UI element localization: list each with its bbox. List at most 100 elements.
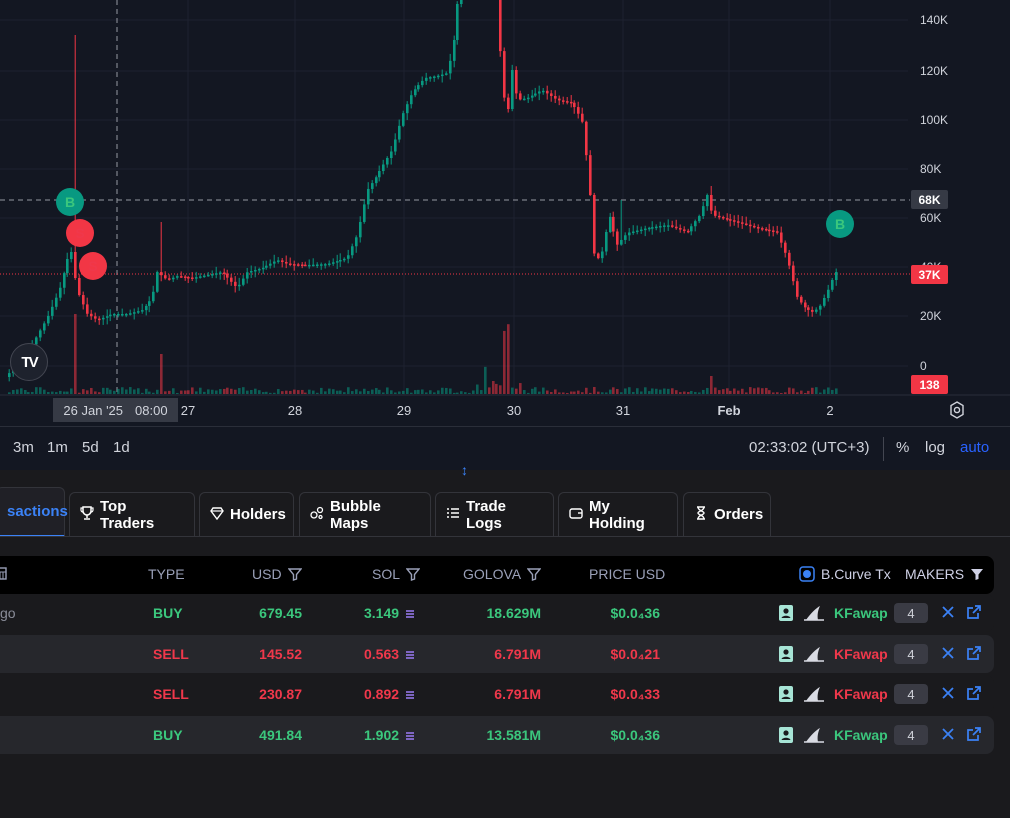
timeframe-5d[interactable]: 5d [82, 439, 99, 456]
table-row[interactable]: SELL 145.52 0.563 6.791M $0.0₄21 KFawap … [0, 635, 994, 673]
table-row[interactable]: go BUY 679.45 3.149 18.629M $0.0₄36 KFaw… [0, 594, 994, 632]
candle-body [394, 139, 397, 152]
candle-body [277, 260, 280, 262]
volume-bar [367, 390, 370, 394]
candle-body [765, 228, 768, 231]
header-sol[interactable]: SOL [372, 566, 421, 582]
candle-body [98, 318, 101, 321]
table-row[interactable]: BUY 491.84 1.902 13.581M $0.0₄36 KFawap … [0, 716, 994, 754]
candle-body [265, 265, 268, 268]
close-icon[interactable] [941, 726, 955, 745]
volume-bar [581, 392, 584, 394]
volume-bar [390, 390, 393, 394]
panel-resize-strip[interactable] [0, 470, 1010, 478]
resize-handle-icon[interactable]: ↕ [461, 462, 468, 478]
header-makers[interactable]: MAKERS [905, 566, 984, 582]
tab-transactions[interactable]: sactions [0, 487, 68, 537]
row-maker[interactable]: KFawap [834, 686, 888, 702]
contact-icon[interactable] [778, 685, 794, 706]
row-maker[interactable]: KFawap [834, 727, 888, 743]
table-row[interactable]: SELL 230.87 0.892 6.791M $0.0₄33 KFawap … [0, 675, 994, 713]
candle-body [63, 273, 66, 288]
price-chart[interactable]: 140K120K100K80K60K40K20K02728293031Feb2 … [0, 0, 1010, 426]
volume-bar [663, 388, 666, 394]
table-header: TYPE USD SOL GOLOVA PRICE USD B.Curve Tx… [0, 556, 994, 594]
candle-body [437, 75, 440, 78]
close-icon[interactable] [941, 604, 955, 623]
contact-icon[interactable] [778, 645, 794, 666]
filter-icon[interactable] [970, 567, 984, 581]
filter-icon[interactable] [287, 567, 302, 581]
volume-bar [523, 390, 526, 394]
tab-orders[interactable]: Orders [683, 492, 771, 536]
header-golova[interactable]: GOLOVA [463, 566, 542, 582]
candle-body [827, 289, 830, 298]
volume-bar [281, 391, 284, 394]
volume-bar [515, 388, 518, 394]
row-sol-value: 1.902 [364, 727, 400, 743]
row-maker[interactable]: KFawap [834, 646, 888, 662]
row-golova: 18.629M [486, 605, 541, 621]
filter-icon[interactable] [406, 567, 421, 581]
candle-body [531, 95, 534, 98]
volume-bar [546, 390, 549, 394]
chart-settings-icon[interactable] [946, 400, 968, 420]
candle-body [176, 276, 179, 278]
candle-body [59, 287, 62, 298]
calendar-icon[interactable] [0, 566, 8, 580]
candlestick-chart[interactable]: 140K120K100K80K60K40K20K02728293031Feb2 [0, 0, 1010, 426]
volume-bar [495, 383, 498, 394]
candle-body [503, 51, 506, 98]
close-icon[interactable] [941, 685, 955, 704]
contact-icon[interactable] [778, 726, 794, 747]
tab-holders[interactable]: Holders [199, 492, 294, 536]
tab-my-holding[interactable]: My Holding [558, 492, 678, 536]
close-icon[interactable] [941, 645, 955, 664]
log-toggle[interactable]: log [925, 439, 946, 456]
candle-body [156, 272, 159, 292]
tab-top-traders[interactable]: Top Traders [69, 492, 195, 536]
candle-body [675, 226, 678, 229]
volume-bar [250, 389, 253, 394]
percent-toggle[interactable]: % [896, 439, 910, 456]
bcurve-toggle[interactable]: B.Curve Tx [799, 566, 891, 582]
volume-bar [347, 387, 350, 394]
contact-icon[interactable] [778, 604, 794, 625]
volume-bar [394, 392, 397, 394]
timeframe-3m[interactable]: 3m [13, 439, 34, 456]
candle-body [347, 255, 350, 259]
row-maker[interactable]: KFawap [834, 605, 888, 621]
tab-trade-logs[interactable]: Trade Logs [435, 492, 554, 536]
external-link-icon[interactable] [966, 604, 982, 623]
clock[interactable]: 02:33:02 (UTC+3) [749, 439, 870, 456]
checkbox-icon[interactable] [799, 566, 815, 582]
auto-toggle[interactable]: auto [960, 439, 990, 456]
candle-body [312, 264, 315, 267]
candle-body [511, 70, 514, 109]
candle-body [648, 227, 651, 230]
row-usd: 230.87 [259, 686, 302, 702]
external-link-icon[interactable] [966, 726, 982, 745]
volume-bar [176, 392, 179, 394]
volume-bar [74, 314, 77, 394]
tab-bubble-maps[interactable]: Bubble Maps [299, 492, 431, 536]
timeframe-1d[interactable]: 1d [113, 439, 130, 456]
row-sol: 0.563 [364, 646, 415, 662]
header-usd[interactable]: USD [252, 566, 302, 582]
volume-bar [328, 388, 331, 394]
external-link-icon[interactable] [966, 685, 982, 704]
candle-body [694, 221, 697, 227]
volume-bar [254, 388, 257, 394]
candle-body [269, 263, 272, 266]
timeframe-1m[interactable]: 1m [47, 439, 68, 456]
volume-bar [121, 387, 124, 394]
candle-body [355, 237, 358, 247]
filter-icon[interactable] [527, 567, 542, 581]
candle-body [753, 225, 756, 228]
volume-bar [258, 390, 261, 394]
external-link-icon[interactable] [966, 645, 982, 664]
candle-body [737, 221, 740, 223]
candle-body [316, 264, 319, 266]
tradingview-logo[interactable]: TV [10, 343, 48, 381]
candle-body [328, 263, 331, 265]
